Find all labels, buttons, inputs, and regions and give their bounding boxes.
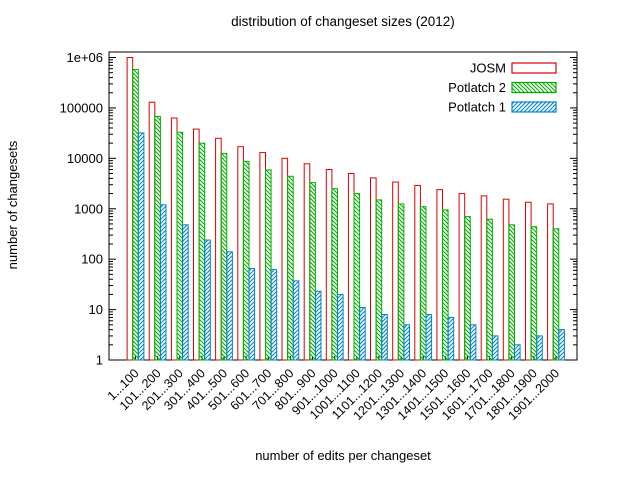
bar-potlatch2-7 — [287, 175, 294, 361]
bar-potlatch2-4 — [220, 152, 228, 361]
y-axis-tick-label: 10 — [89, 302, 103, 317]
bar-potlatch1-0 — [137, 132, 145, 361]
bar-potlatch1-7 — [292, 280, 300, 361]
bar-josm-4 — [215, 137, 222, 361]
bar-potlatch2-10 — [353, 193, 361, 361]
bar-potlatch2-11 — [375, 199, 383, 361]
bar-josm-17 — [502, 198, 510, 361]
bar-potlatch2-1 — [154, 115, 161, 361]
bar-josm-12 — [392, 181, 399, 361]
y-axis-tick-label: 1 — [96, 353, 103, 368]
bar-potlatch1-17 — [514, 344, 521, 361]
bar-potlatch2-0 — [132, 68, 139, 361]
bar-potlatch1-6 — [270, 269, 278, 361]
bar-potlatch1-8 — [314, 290, 322, 361]
bar-potlatch2-8 — [309, 182, 316, 361]
bar-potlatch2-12 — [397, 203, 405, 361]
bar-potlatch1-10 — [359, 307, 366, 361]
bar-josm-1 — [148, 101, 156, 361]
legend-swatch-josm — [511, 62, 557, 74]
bar-potlatch2-18 — [530, 226, 538, 361]
bar-josm-10 — [347, 173, 355, 361]
bar-potlatch1-15 — [469, 324, 477, 361]
bar-potlatch2-14 — [442, 209, 449, 361]
bar-potlatch1-1 — [159, 204, 167, 361]
y-axis-tick-label: 100 — [81, 252, 103, 267]
chart-title: distribution of changeset sizes (2012) — [231, 14, 455, 29]
bar-potlatch2-13 — [419, 206, 427, 361]
bar-josm-14 — [436, 189, 443, 361]
bar-potlatch1-9 — [337, 293, 344, 361]
bar-potlatch2-9 — [331, 188, 338, 361]
bar-potlatch2-5 — [242, 160, 250, 361]
legend-swatch-potlatch1 — [511, 101, 557, 113]
bar-josm-0 — [126, 57, 134, 361]
bar-josm-9 — [325, 169, 333, 361]
bar-potlatch2-16 — [486, 218, 493, 361]
bar-josm-13 — [414, 184, 421, 361]
bar-josm-16 — [480, 195, 488, 361]
bar-josm-2 — [170, 117, 178, 361]
bar-josm-19 — [547, 203, 554, 361]
bar-potlatch2-3 — [198, 142, 206, 361]
x-axis-title: number of edits per changeset — [255, 448, 431, 463]
bar-josm-15 — [458, 193, 466, 361]
bar-josm-3 — [193, 128, 200, 361]
bar-josm-6 — [259, 152, 266, 361]
bar-potlatch1-12 — [403, 324, 410, 361]
y-axis-tick-label: 1000 — [74, 201, 103, 216]
bar-potlatch1-18 — [536, 335, 543, 361]
bar-josm-7 — [281, 157, 289, 361]
bar-potlatch1-13 — [425, 314, 433, 361]
bar-josm-11 — [370, 177, 377, 361]
bar-potlatch1-4 — [226, 251, 233, 361]
bar-potlatch1-3 — [204, 239, 211, 361]
bar-potlatch1-5 — [248, 268, 256, 361]
y-axis-tick-label: 1e+06 — [66, 50, 103, 65]
bar-potlatch1-16 — [491, 335, 499, 361]
legend-label-potlatch2: Potlatch 2 — [448, 80, 506, 95]
y-axis-tick-label: 100000 — [60, 100, 103, 115]
bar-potlatch1-14 — [447, 316, 455, 361]
bar-potlatch2-15 — [464, 216, 471, 361]
bar-potlatch2-19 — [552, 228, 560, 361]
bar-potlatch1-19 — [558, 329, 565, 361]
legend-label-josm: JOSM — [470, 61, 506, 76]
legend-swatch-potlatch2 — [511, 81, 557, 94]
bar-potlatch1-2 — [182, 224, 189, 361]
bar-potlatch2-2 — [176, 131, 184, 361]
bar-potlatch2-6 — [265, 169, 272, 361]
y-axis-tick-label: 10000 — [67, 151, 103, 166]
bar-josm-18 — [525, 201, 532, 361]
bar-potlatch2-17 — [508, 224, 515, 361]
bar-josm-5 — [237, 146, 244, 361]
bar-potlatch1-11 — [381, 314, 388, 361]
bar-josm-8 — [303, 163, 311, 361]
legend-label-potlatch1: Potlatch 1 — [448, 100, 506, 115]
